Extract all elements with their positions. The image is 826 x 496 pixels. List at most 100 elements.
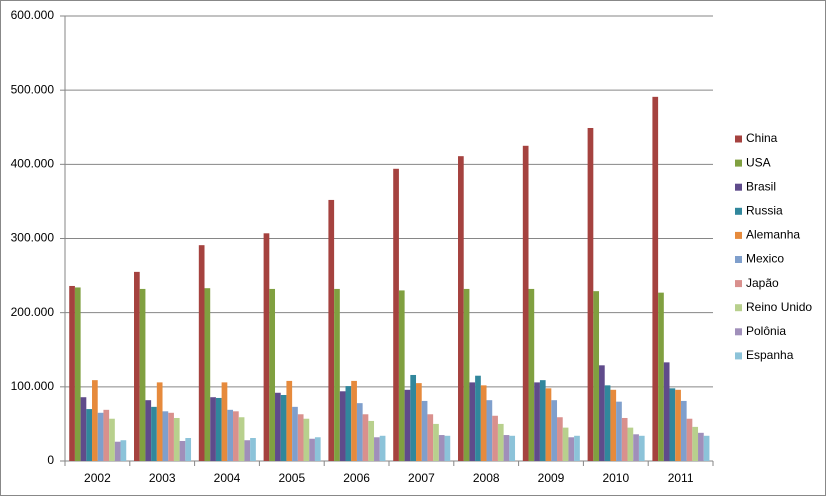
y-tick-label: 200.000	[11, 305, 55, 319]
bar	[621, 417, 628, 461]
y-tick-label: 600.000	[11, 8, 55, 22]
bar	[162, 411, 169, 461]
bar	[314, 437, 321, 461]
x-tick-label: 2008	[473, 471, 500, 485]
bar	[480, 385, 487, 461]
bar	[179, 440, 186, 461]
bar	[486, 400, 493, 461]
x-tick-label: 2009	[538, 471, 565, 485]
x-tick-label: 2005	[278, 471, 305, 485]
bar	[250, 438, 256, 461]
bar	[633, 434, 639, 461]
bar	[528, 288, 535, 461]
bar	[458, 156, 464, 462]
bar	[74, 287, 81, 461]
bar	[627, 427, 634, 461]
bar	[469, 382, 476, 461]
bar	[444, 435, 451, 461]
bar	[328, 199, 335, 461]
legend-label: Reino Unido	[746, 300, 812, 314]
y-tick-label: 400.000	[11, 157, 55, 171]
x-tick-label: 2010	[602, 471, 629, 485]
bar	[374, 437, 380, 461]
bar	[227, 409, 234, 461]
bar	[638, 435, 645, 461]
bar	[334, 288, 340, 461]
bar	[680, 400, 687, 461]
bar	[263, 233, 270, 461]
bar	[215, 397, 222, 461]
bar	[297, 414, 304, 461]
bar	[438, 435, 445, 461]
legend-label: Alemanha	[746, 228, 800, 242]
bar	[280, 394, 287, 461]
bar	[292, 406, 298, 461]
bar	[492, 415, 498, 461]
bar	[356, 403, 363, 461]
bar	[658, 292, 664, 461]
bar	[198, 245, 205, 461]
bar	[303, 418, 310, 461]
bar	[610, 389, 617, 461]
x-tick-label: 2007	[408, 471, 435, 485]
bar	[404, 389, 411, 461]
bar	[497, 423, 504, 461]
bar	[86, 409, 93, 461]
bar	[568, 437, 575, 461]
bar	[151, 406, 157, 461]
legend-label: Japão	[746, 276, 779, 290]
bar	[233, 411, 239, 461]
bar	[551, 400, 558, 461]
bar	[156, 382, 163, 461]
legend-swatch	[735, 135, 742, 143]
bar	[244, 440, 251, 461]
bar	[69, 285, 75, 461]
bar	[686, 418, 693, 461]
bar	[703, 435, 710, 461]
bar	[421, 400, 428, 461]
bar	[80, 397, 87, 461]
bar	[114, 441, 121, 461]
legend-swatch	[735, 231, 742, 239]
bar	[669, 388, 676, 461]
x-tick-label: 2003	[149, 471, 176, 485]
bar	[410, 374, 417, 461]
bar	[286, 380, 293, 461]
bar	[475, 375, 481, 461]
bar	[368, 420, 375, 461]
legend-swatch	[735, 256, 742, 263]
bar	[416, 383, 422, 461]
bar	[238, 417, 245, 461]
bar	[339, 391, 346, 461]
legend-swatch	[735, 159, 742, 167]
y-tick-label: 500.000	[11, 82, 55, 96]
bar	[545, 388, 552, 461]
bar	[120, 440, 127, 461]
bar	[103, 409, 110, 461]
y-tick-label: 300.000	[11, 231, 55, 245]
bar	[652, 96, 659, 461]
bar	[275, 392, 281, 461]
x-tick-label: 2002	[84, 471, 111, 485]
bar	[204, 288, 211, 461]
x-tick-label: 2006	[343, 471, 370, 485]
legend-label: USA	[746, 155, 771, 169]
bar	[574, 435, 580, 461]
bar	[463, 288, 470, 461]
bar	[604, 385, 611, 461]
bar	[379, 435, 386, 461]
bar	[345, 386, 352, 461]
legend-label: China	[746, 131, 778, 145]
bar	[309, 438, 315, 461]
bar	[134, 271, 140, 461]
bar	[698, 432, 704, 461]
bar	[616, 401, 622, 461]
bar	[663, 362, 670, 461]
bar	[185, 438, 192, 461]
bar	[139, 288, 146, 461]
bar	[433, 423, 439, 461]
legend-label: Polônia	[746, 324, 786, 338]
bar	[109, 418, 115, 461]
bar	[593, 291, 600, 461]
legend-label: Espanha	[746, 348, 794, 362]
